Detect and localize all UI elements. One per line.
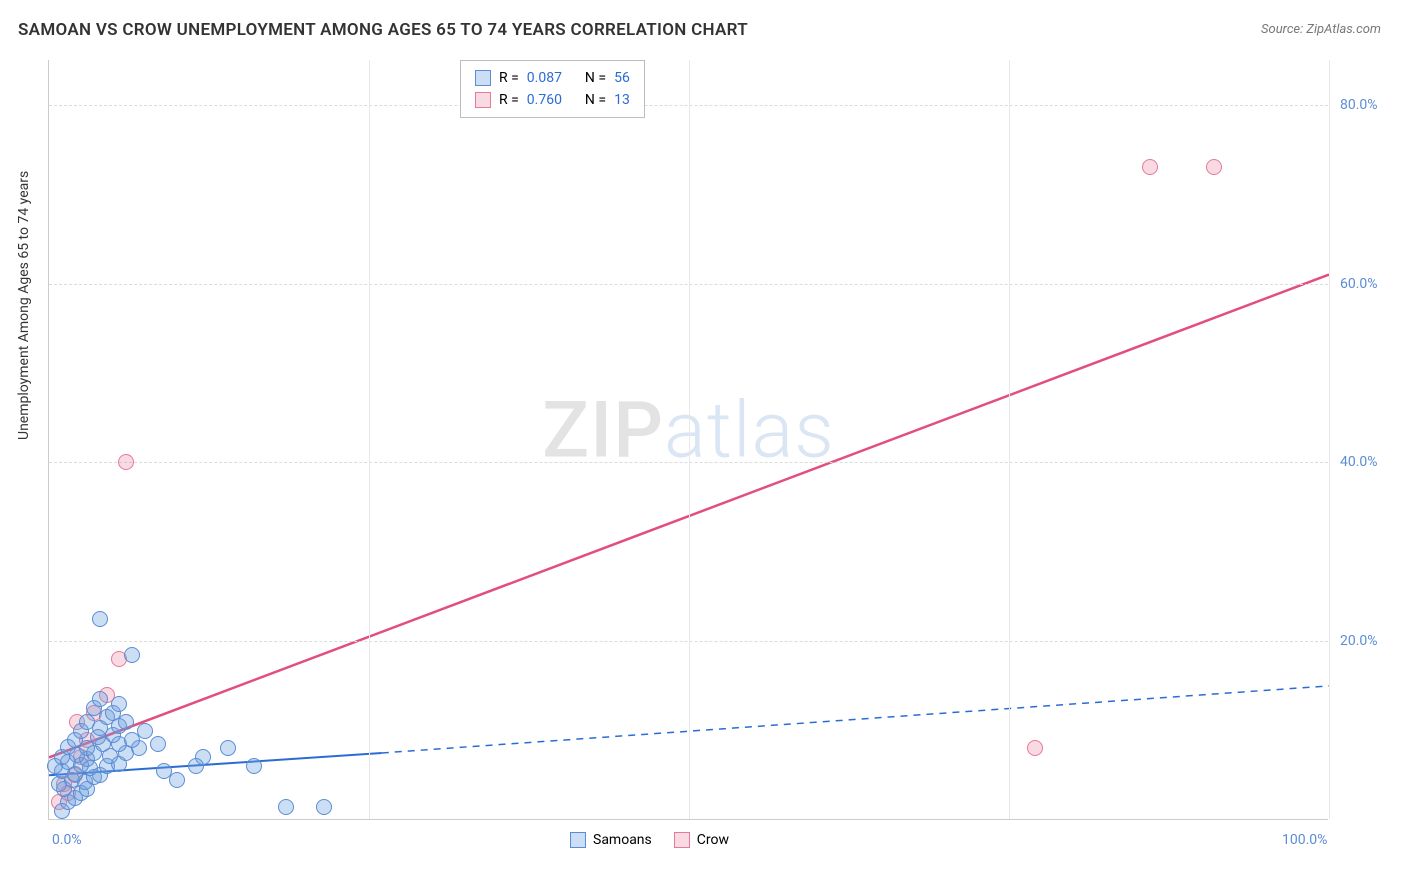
legend-series: Samoans Crow [570, 832, 729, 848]
n-label: N = [585, 89, 606, 111]
r-label: R = [499, 89, 519, 111]
y-tick-label: 40.0% [1340, 454, 1378, 470]
legend-label-crow: Crow [697, 832, 729, 848]
plot-area: ZIPatlas [48, 60, 1328, 820]
n-label: N = [585, 67, 606, 89]
y-axis-label: Unemployment Among Ages 65 to 74 years [16, 171, 32, 440]
y-tick-label: 60.0% [1340, 276, 1378, 292]
r-value-samoans: 0.087 [527, 67, 562, 89]
r-value-crow: 0.760 [527, 89, 562, 111]
legend-label-samoans: Samoans [593, 832, 652, 848]
gridline-vertical [689, 60, 690, 819]
gridline-vertical [1009, 60, 1010, 819]
swatch-samoans-icon [475, 70, 491, 86]
data-point[interactable] [124, 647, 140, 663]
legend-row-crow: R = 0.760 N = 13 [475, 89, 630, 111]
swatch-crow-icon [475, 92, 491, 108]
legend-item-crow[interactable]: Crow [674, 832, 729, 848]
n-value-samoans: 56 [614, 67, 630, 89]
data-point[interactable] [118, 454, 134, 470]
legend-item-samoans[interactable]: Samoans [570, 832, 652, 848]
r-label: R = [499, 67, 519, 89]
y-tick-label: 80.0% [1340, 97, 1378, 113]
x-tick-label: 0.0% [52, 832, 82, 848]
data-point[interactable] [220, 740, 236, 756]
data-point[interactable] [1027, 740, 1043, 756]
x-tick-label: 100.0% [1282, 832, 1327, 848]
data-point[interactable] [92, 691, 108, 707]
data-point[interactable] [150, 736, 166, 752]
data-point[interactable] [246, 758, 262, 774]
gridline-vertical [369, 60, 370, 819]
source-label: Source: ZipAtlas.com [1261, 22, 1381, 37]
data-point[interactable] [316, 799, 332, 815]
data-point[interactable] [137, 723, 153, 739]
gridline-vertical [1329, 60, 1330, 819]
n-value-crow: 13 [614, 89, 630, 111]
legend-row-samoans: R = 0.087 N = 56 [475, 67, 630, 89]
chart-title: SAMOAN VS CROW UNEMPLOYMENT AMONG AGES 6… [18, 20, 748, 40]
data-point[interactable] [156, 763, 172, 779]
swatch-crow-icon [674, 832, 690, 848]
data-point[interactable] [188, 758, 204, 774]
data-point[interactable] [278, 799, 294, 815]
data-point[interactable] [92, 611, 108, 627]
y-tick-label: 20.0% [1340, 633, 1378, 649]
data-point[interactable] [111, 696, 127, 712]
swatch-samoans-icon [570, 832, 586, 848]
data-point[interactable] [1206, 159, 1222, 175]
legend-correlation: R = 0.087 N = 56 R = 0.760 N = 13 [460, 60, 645, 118]
data-point[interactable] [1142, 159, 1158, 175]
trend-line [382, 686, 1329, 753]
